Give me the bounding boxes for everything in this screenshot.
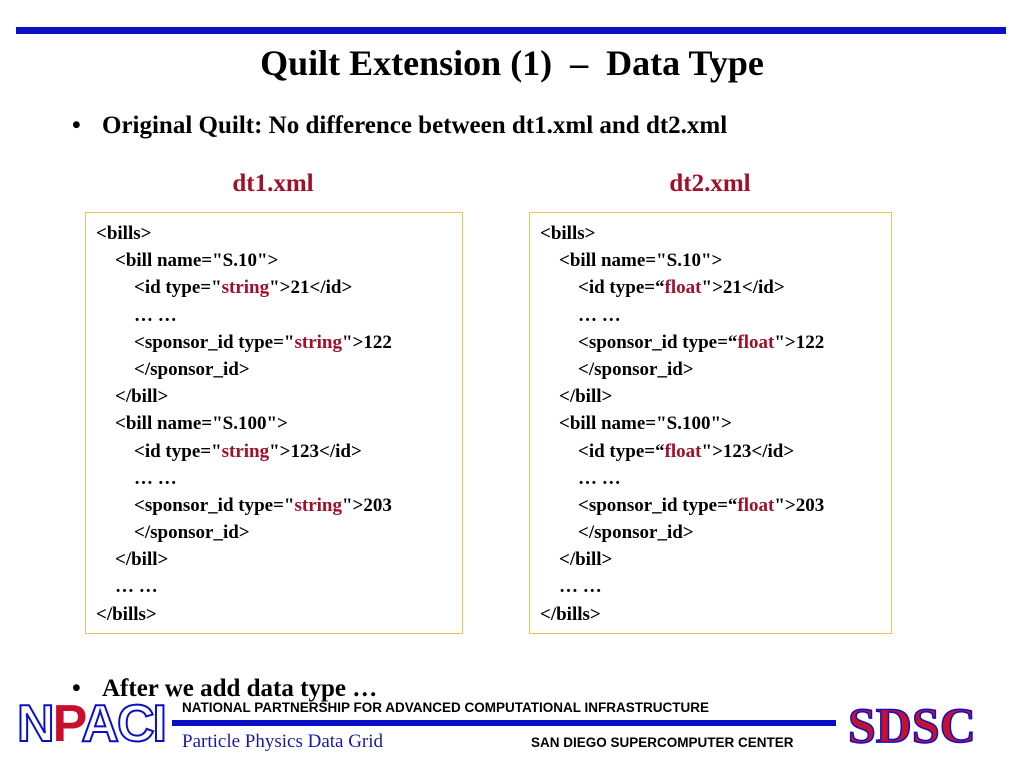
code-text: <bill name="S.10"> <box>540 250 723 272</box>
code-text: ">122 <box>774 331 825 353</box>
code-text: <bills> <box>540 223 596 244</box>
npaci-logo-aci: ACI <box>80 695 168 753</box>
code-text: … … <box>96 467 177 489</box>
code-text: <sponsor_id type=" <box>96 494 295 516</box>
code-text: … … <box>540 576 602 598</box>
code-text: ">21</id> <box>701 277 785 299</box>
code-text: </bill> <box>96 386 169 408</box>
code-line: </sponsor_id> <box>540 519 891 546</box>
data-type-value: float <box>737 494 775 516</box>
code-text: </sponsor_id> <box>96 522 250 544</box>
npaci-full-name: NATIONAL PARTNERSHIP FOR ADVANCED COMPUT… <box>182 700 709 715</box>
code-text: … … <box>96 304 177 326</box>
bullet-after-data-type: • After we add data type … <box>72 675 377 703</box>
slide-title: Quilt Extension (1) – Data Type <box>260 43 764 83</box>
code-box-dt1: <bills> <bill name="S.10"> <id type="str… <box>85 212 463 634</box>
code-text: <sponsor_id type=“ <box>540 494 738 516</box>
code-line: <sponsor_id type="string">203 <box>96 492 462 519</box>
code-line: </sponsor_id> <box>96 519 462 546</box>
code-line: <id type="string">21</id> <box>96 274 462 301</box>
code-box-dt2: <bills> <bill name="S.10"> <id type=“flo… <box>529 212 892 634</box>
code-line: <bills> <box>540 220 891 247</box>
code-line: </bills> <box>540 601 891 628</box>
code-text: … … <box>96 576 158 598</box>
npaci-logo-n: N <box>16 695 56 753</box>
bullet-symbol: • <box>72 112 81 139</box>
code-line: </bill> <box>540 383 891 410</box>
file-label-dt2: dt2.xml <box>669 170 751 197</box>
code-line: <id type=“float">21</id> <box>540 274 891 301</box>
data-type-value: string <box>221 440 270 462</box>
data-type-value: string <box>294 331 342 353</box>
code-line: <sponsor_id type=“float">203 <box>540 492 891 519</box>
code-text: ">203 <box>341 494 392 516</box>
data-type-value: string <box>221 277 270 299</box>
code-text: ">123</id> <box>269 440 362 462</box>
code-line: </sponsor_id> <box>96 356 462 383</box>
code-line: <bill name="S.100"> <box>540 410 891 437</box>
code-line: <bill name="S.10"> <box>540 247 891 274</box>
code-line: <bill name="S.100"> <box>96 410 462 437</box>
code-text: </bills> <box>540 603 601 625</box>
code-text: </bills> <box>96 603 157 625</box>
top-divider-bar <box>16 27 1006 34</box>
code-text: ">123</id> <box>701 440 795 462</box>
code-text: </sponsor_id> <box>540 522 694 544</box>
data-type-value: float <box>737 331 775 353</box>
code-line: … … <box>96 465 462 492</box>
code-text: </bill> <box>540 549 613 571</box>
data-type-value: string <box>294 494 342 516</box>
code-line: <bills> <box>96 220 462 247</box>
code-text: <bills> <box>96 223 152 244</box>
code-line: </bills> <box>96 601 462 628</box>
code-text: ">21</id> <box>269 277 353 299</box>
npaci-logo: NPACI <box>16 695 168 753</box>
code-text: <bill name="S.100"> <box>540 413 732 435</box>
code-line: </sponsor_id> <box>540 356 891 383</box>
bullet-symbol: • <box>72 675 81 702</box>
code-text: <bill name="S.10"> <box>96 250 279 272</box>
code-line: <id type=“float">123</id> <box>540 438 891 465</box>
sdsc-full-name: SAN DIEGO SUPERCOMPUTER CENTER <box>531 735 794 750</box>
code-line: … … <box>540 573 891 600</box>
code-line: </bill> <box>540 546 891 573</box>
code-text: … … <box>540 467 621 489</box>
code-text: ">122 <box>341 331 392 353</box>
code-text: <sponsor_id type=" <box>96 331 295 353</box>
bullet-text: Original Quilt: No difference between dt… <box>102 112 728 139</box>
code-line: <bill name="S.10"> <box>96 247 462 274</box>
code-line: </bill> <box>96 546 462 573</box>
code-line: </bill> <box>96 383 462 410</box>
code-text: <id type=" <box>96 440 222 462</box>
code-text: </sponsor_id> <box>540 358 694 380</box>
code-text: <sponsor_id type=“ <box>540 331 738 353</box>
code-text: <id type=“ <box>540 277 665 299</box>
code-line: … … <box>540 302 891 329</box>
code-line: … … <box>540 465 891 492</box>
code-line: … … <box>96 302 462 329</box>
file-label-dt1: dt1.xml <box>232 170 314 197</box>
code-text: </sponsor_id> <box>96 358 250 380</box>
bullet-text: After we add data type … <box>102 675 378 702</box>
code-text: <id type=" <box>96 277 222 299</box>
code-line: <sponsor_id type=“float">122 <box>540 329 891 356</box>
code-text: ">203 <box>774 494 825 516</box>
code-text: <id type=“ <box>540 440 665 462</box>
code-text: </bill> <box>540 386 613 408</box>
code-text: <bill name="S.100"> <box>96 413 288 435</box>
data-type-value: float <box>664 440 702 462</box>
npaci-logo-p: P <box>52 695 84 753</box>
code-line: … … <box>96 573 462 600</box>
data-type-value: float <box>664 277 702 299</box>
code-line: <id type="string">123</id> <box>96 438 462 465</box>
footer-divider-bar <box>172 720 836 726</box>
code-text: </bill> <box>96 549 169 571</box>
sdsc-logo: SDSC <box>847 696 976 754</box>
ppdg-label: Particle Physics Data Grid <box>182 731 384 752</box>
code-text: … … <box>540 304 621 326</box>
bullet-original-quilt: • Original Quilt: No difference between d… <box>72 112 727 140</box>
code-line: <sponsor_id type="string">122 <box>96 329 462 356</box>
